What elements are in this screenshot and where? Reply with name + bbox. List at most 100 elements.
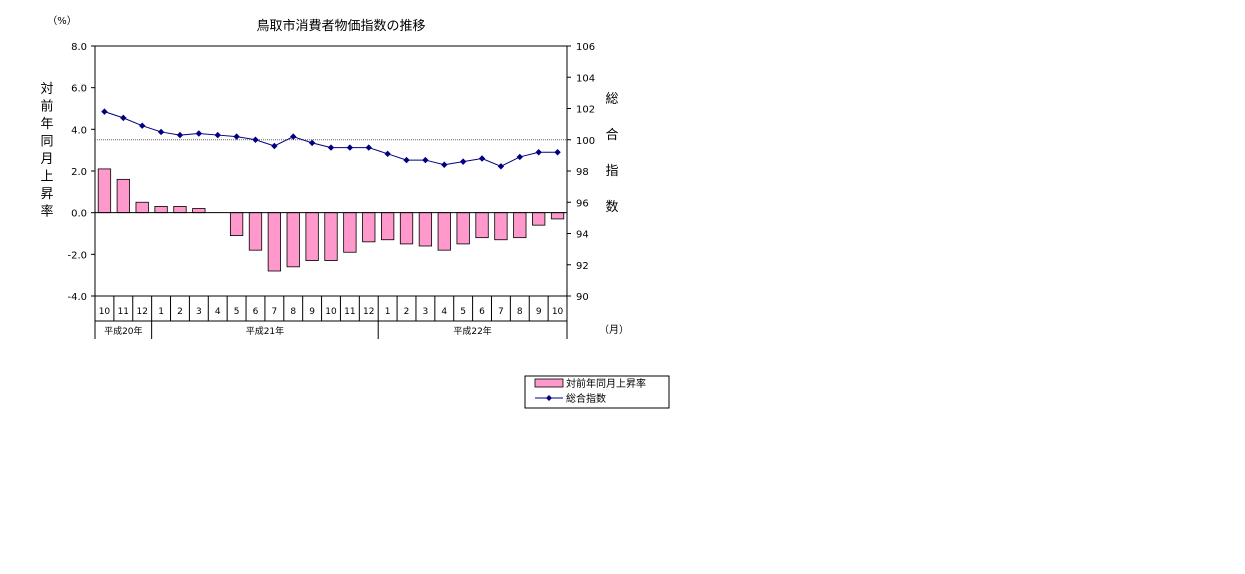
line-point	[441, 161, 448, 168]
right-axis-label-char: 合	[605, 128, 618, 143]
category-tick-label: 10	[325, 307, 337, 317]
right-axis-ticks: 106 104 102 100 98 96 94 92 90	[567, 42, 595, 303]
bar	[362, 212, 376, 243]
bar	[116, 178, 130, 214]
category-tick-label: 4	[441, 307, 447, 317]
legend-line-marker	[546, 395, 552, 401]
category-tick-label: 6	[479, 307, 485, 317]
line-point	[535, 149, 542, 156]
bar	[456, 212, 470, 245]
category-tick-label: 5	[234, 307, 240, 317]
left-axis-label-char: 率	[40, 204, 53, 220]
bar	[97, 168, 112, 214]
series-line	[104, 111, 558, 167]
line-point	[139, 122, 146, 129]
line-point	[176, 131, 184, 139]
right-axis-tick-label: 102	[576, 105, 595, 116]
category-tick-label: 1	[158, 307, 164, 317]
left-axis-ticks: 8.0 6.0 4.0 2.0 0.0 -2.0 -4.0	[67, 42, 95, 303]
line-point	[290, 133, 297, 140]
category-tick-label: 9	[536, 307, 542, 317]
line-point	[101, 108, 108, 115]
bar	[343, 212, 357, 253]
category-tick-label: 10	[552, 307, 564, 317]
line-point	[327, 144, 335, 151]
line-point	[422, 156, 429, 164]
x-axis-unit: （月）	[599, 324, 629, 336]
left-axis-tick-label: -4.0	[67, 292, 87, 303]
legend-bar-swatch	[534, 378, 564, 388]
legend-line-label: 総合指数	[566, 392, 606, 405]
category-tick-label: 7	[498, 307, 504, 317]
line-point	[214, 131, 221, 139]
bar	[437, 212, 451, 251]
category-tick-label: 3	[196, 307, 202, 317]
category-tick-label: 11	[344, 307, 355, 317]
left-axis-label-char: 年	[40, 117, 53, 132]
left-axis-tick-label: 4.0	[71, 125, 87, 136]
bar	[286, 212, 300, 268]
line-point	[403, 156, 410, 164]
category-tick-label: 3	[423, 307, 429, 317]
line-point	[365, 144, 372, 151]
category-tick-label: 2	[177, 307, 183, 317]
right-axis-tick-label: 98	[576, 167, 589, 178]
right-axis-tick-label: 106	[576, 42, 595, 53]
category-tick-label: 8	[517, 307, 523, 317]
left-axis-label-char: 対	[40, 82, 53, 97]
category-tick-label: 6	[253, 307, 259, 317]
line-series	[101, 108, 561, 170]
legend: 対前年同月上昇率 総合指数	[524, 375, 670, 409]
right-axis-label-char: 数	[605, 200, 618, 215]
line-point	[157, 128, 165, 136]
year-group-label: 平成21年	[246, 325, 284, 337]
right-axis-tick-label: 96	[576, 198, 589, 209]
left-axis-tick-label: 8.0	[71, 42, 87, 53]
year-group-label: 平成22年	[453, 325, 491, 337]
line-point	[346, 144, 354, 151]
year-group-label: 平成20年	[104, 325, 142, 337]
bar	[192, 208, 206, 214]
line-point	[233, 133, 240, 140]
category-tick-label: 2	[404, 307, 410, 317]
bar	[305, 212, 319, 261]
left-axis-label-char: 前	[40, 99, 53, 115]
line-point	[516, 153, 523, 161]
category-tick-label: 5	[460, 307, 466, 317]
right-axis-tick-label: 100	[576, 136, 595, 147]
category-tick-label: 4	[215, 307, 221, 317]
right-axis-label-char: 総	[605, 92, 618, 107]
legend-bar-label: 対前年同月上昇率	[566, 377, 646, 390]
line-point	[478, 155, 486, 162]
category-tick-label: 1	[385, 307, 391, 317]
left-axis-label-char: 同	[40, 135, 53, 150]
left-axis-tick-label: 2.0	[71, 167, 87, 178]
right-axis-tick-label: 94	[576, 230, 589, 241]
line-point	[497, 163, 505, 170]
bar	[550, 212, 565, 220]
category-tick-label: 8	[290, 307, 296, 317]
bar-series	[97, 168, 565, 272]
line-point	[120, 114, 127, 122]
category-tick-label: 12	[363, 307, 374, 317]
right-axis-label: 総合指数	[605, 92, 618, 215]
bar	[494, 212, 508, 241]
category-tick-label: 9	[309, 307, 315, 317]
category-tick-label: 7	[271, 307, 277, 317]
bar	[418, 212, 433, 247]
bar	[248, 212, 263, 251]
category-tick-label: 11	[118, 307, 129, 317]
left-axis-label: 対前年同月上昇率	[40, 82, 53, 220]
line-point	[459, 158, 467, 165]
bar	[399, 212, 414, 245]
bar	[475, 212, 489, 239]
right-axis-tick-label: 92	[576, 261, 589, 272]
bar	[532, 212, 546, 226]
left-axis-label-char: 月	[40, 152, 53, 167]
line-point	[271, 142, 278, 150]
chart-title: 鳥取市消費者物価指数の推移	[256, 18, 425, 34]
left-axis-tick-label: 0.0	[71, 209, 87, 220]
right-axis-tick-label: 104	[576, 73, 595, 84]
